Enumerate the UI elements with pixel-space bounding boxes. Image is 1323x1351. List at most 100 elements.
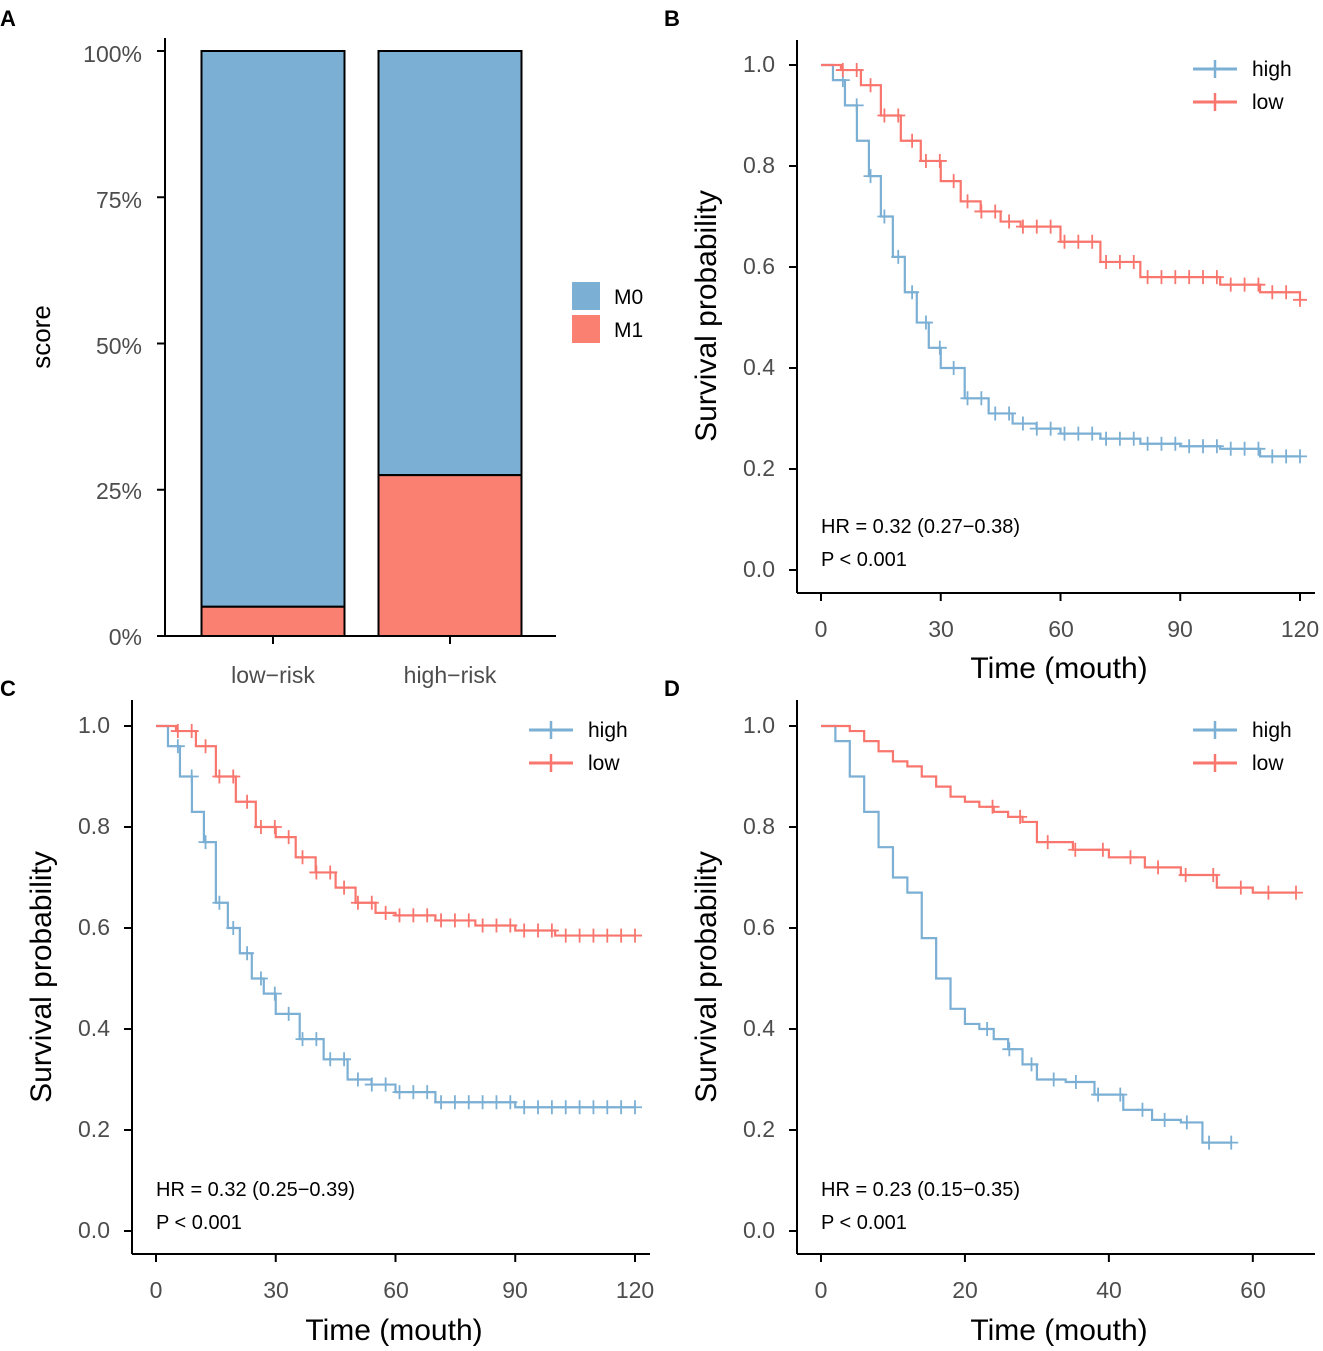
- censor-mark-high: [1182, 439, 1197, 454]
- p-value-text: P < 0.001: [821, 549, 907, 571]
- censor-mark-high: [295, 1032, 310, 1047]
- censor-mark-low: [378, 905, 393, 920]
- x-tick-label: 30: [928, 616, 954, 642]
- censor-mark-high: [1002, 406, 1017, 421]
- censor-mark-high: [891, 249, 906, 264]
- y-tick-label: 50%: [96, 333, 142, 359]
- censor-mark-high: [1279, 449, 1294, 464]
- censor-mark-low: [572, 928, 587, 943]
- censor-mark-high: [392, 1085, 407, 1100]
- panel-c-plot-area: [124, 700, 650, 1262]
- censor-mark-high: [1099, 431, 1114, 446]
- y-axis-title: Survival probability: [690, 190, 723, 442]
- legend-label-low: low: [1252, 91, 1284, 114]
- survival-curve-high: [821, 63, 1300, 458]
- censor-mark-high: [420, 1085, 435, 1100]
- censor-mark-low: [1233, 880, 1248, 895]
- censor-mark-low: [1196, 270, 1211, 285]
- censor-mark-high: [600, 1100, 615, 1115]
- censor-mark-high: [184, 769, 199, 784]
- censor-mark-high: [1068, 1075, 1083, 1090]
- survival-curve-high: [156, 724, 635, 1109]
- censor-mark-low: [849, 63, 864, 78]
- censor-mark-low: [1261, 885, 1276, 900]
- censor-mark-low: [1182, 270, 1197, 285]
- panel-letter-c: C: [0, 676, 16, 701]
- censor-mark-high: [281, 1006, 296, 1021]
- x-tick-label: 0: [815, 1277, 828, 1303]
- censor-mark-low: [1002, 214, 1017, 229]
- x-axis-title: Time (mouth): [970, 1314, 1147, 1347]
- censor-mark-low: [517, 923, 532, 938]
- censor-mark-low: [1206, 867, 1221, 882]
- censor-mark-high: [447, 1095, 462, 1110]
- censor-mark-high: [226, 921, 241, 935]
- censor-mark-high: [1043, 421, 1058, 436]
- censor-mark-low: [932, 153, 947, 168]
- x-axis-title: Time (mouth): [970, 652, 1147, 685]
- censor-mark-high: [1057, 426, 1072, 441]
- y-axis-title: score: [26, 305, 56, 369]
- censor-mark-high: [1196, 439, 1211, 454]
- x-tick-label: 60: [383, 1277, 409, 1303]
- censor-mark-low: [1168, 270, 1183, 285]
- censor-mark-low: [1029, 219, 1044, 234]
- x-tick-label: 0: [150, 1277, 163, 1303]
- censor-mark-low: [240, 794, 255, 809]
- censor-mark-low: [1057, 234, 1072, 249]
- censor-mark-low: [420, 908, 435, 923]
- censor-mark-low: [1123, 850, 1138, 865]
- censor-mark-low: [835, 63, 850, 78]
- censor-mark-high: [1015, 416, 1030, 431]
- censor-mark-high: [475, 1095, 490, 1110]
- legend-label-m1: M1: [614, 319, 643, 342]
- legend-swatch-m1: [572, 315, 600, 343]
- censor-mark-high: [531, 1100, 546, 1115]
- censor-mark-low: [586, 928, 601, 943]
- y-tick-label: 0.4: [743, 354, 775, 380]
- hazard-ratio-text: HR = 0.32 (0.25−0.39): [156, 1179, 355, 1201]
- censor-mark-high: [558, 1100, 573, 1115]
- censor-mark-high: [946, 361, 961, 375]
- panel-c-km-plot: C 0.0 0.2 0.4 0.6 0.8 1.0 0 30 60 90 120…: [0, 676, 654, 1347]
- x-axis-title: Time (mouth): [305, 1314, 482, 1347]
- y-tick-label: 0.6: [743, 914, 775, 940]
- censor-mark-high: [905, 285, 920, 300]
- censor-mark-low: [544, 923, 559, 938]
- censor-mark-high: [1029, 421, 1044, 436]
- censor-mark-high: [586, 1100, 601, 1115]
- y-tick-label: 1.0: [743, 712, 775, 738]
- x-tick-label: 0: [815, 616, 828, 642]
- censor-mark-high: [461, 1095, 476, 1110]
- censor-mark-high: [1223, 441, 1238, 456]
- y-tick-label: 0%: [109, 624, 142, 650]
- censor-mark-high: [1135, 1102, 1150, 1117]
- legend-label-m0: M0: [614, 286, 643, 309]
- legend-label-low: low: [588, 752, 620, 775]
- censor-mark-high: [1251, 441, 1266, 456]
- censor-mark-high: [240, 946, 255, 961]
- survival-curve-high: [821, 724, 1232, 1144]
- y-tick-label: 0.4: [78, 1015, 110, 1041]
- censor-mark-low: [475, 918, 490, 933]
- censor-mark-low: [960, 194, 975, 209]
- censor-mark-high: [364, 1077, 379, 1092]
- censor-mark-low: [198, 739, 213, 754]
- p-value-text: P < 0.001: [156, 1212, 242, 1234]
- censor-mark-low: [350, 895, 365, 910]
- y-tick-label: 0.8: [78, 813, 110, 839]
- censor-mark-high: [253, 971, 268, 986]
- censor-mark-low: [406, 908, 421, 923]
- x-tick-label: 60: [1048, 616, 1074, 642]
- legend-label-high: high: [1252, 719, 1292, 742]
- y-tick-label: 0.0: [743, 556, 775, 582]
- censor-mark-high: [863, 169, 878, 184]
- censor-mark-low: [531, 923, 546, 938]
- censor-mark-high: [267, 986, 282, 1001]
- censor-mark-low: [309, 865, 324, 880]
- y-tick-label: 1.0: [78, 712, 110, 738]
- y-tick-label: 0.2: [743, 455, 775, 481]
- bar-segment-m0: [377, 50, 523, 477]
- censor-mark-high: [932, 340, 947, 355]
- censor-mark-high: [1126, 431, 1141, 446]
